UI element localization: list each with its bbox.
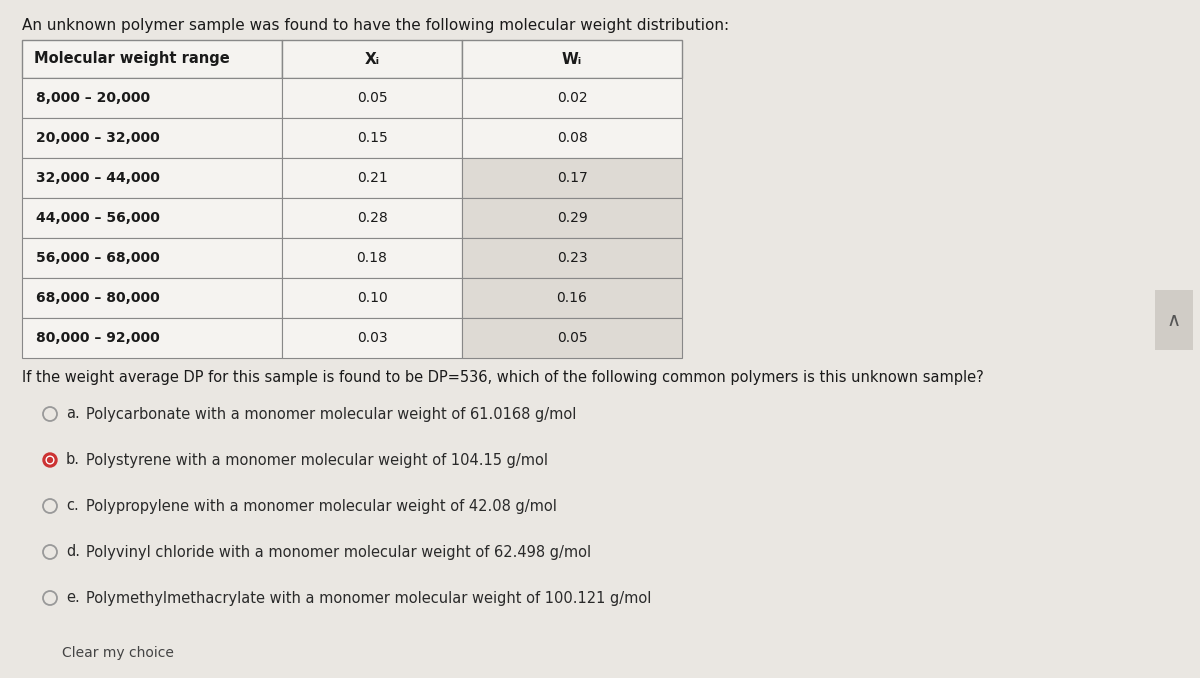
Bar: [462, 318, 682, 358]
Text: 0.23: 0.23: [557, 251, 587, 265]
Text: 56,000 – 68,000: 56,000 – 68,000: [36, 251, 160, 265]
Text: Polyvinyl chloride with a monomer molecular weight of 62.498 g/mol: Polyvinyl chloride with a monomer molecu…: [86, 544, 592, 559]
Text: 0.05: 0.05: [356, 91, 388, 105]
Bar: [282, 158, 462, 198]
Text: If the weight average DP for this sample is found to be DP=536, which of the fol: If the weight average DP for this sample…: [22, 370, 984, 385]
Text: 0.16: 0.16: [557, 291, 588, 305]
Text: 0.18: 0.18: [356, 251, 388, 265]
Bar: [462, 198, 682, 238]
Bar: [282, 78, 462, 118]
Text: Polypropylene with a monomer molecular weight of 42.08 g/mol: Polypropylene with a monomer molecular w…: [86, 498, 557, 513]
Text: 0.08: 0.08: [557, 131, 587, 145]
Bar: [462, 78, 682, 118]
Bar: [462, 238, 682, 278]
Text: Polymethylmethacrylate with a monomer molecular weight of 100.121 g/mol: Polymethylmethacrylate with a monomer mo…: [86, 591, 652, 605]
Text: b.: b.: [66, 452, 80, 468]
Bar: [22, 318, 282, 358]
Bar: [282, 40, 462, 78]
Bar: [282, 238, 462, 278]
Bar: [22, 78, 282, 118]
Text: 0.28: 0.28: [356, 211, 388, 225]
Bar: [282, 198, 462, 238]
Circle shape: [48, 458, 53, 462]
Bar: [462, 118, 682, 158]
Text: Clear my choice: Clear my choice: [62, 646, 174, 660]
Text: c.: c.: [66, 498, 79, 513]
Bar: [22, 278, 282, 318]
Text: a.: a.: [66, 407, 79, 422]
Text: 0.10: 0.10: [356, 291, 388, 305]
Bar: [462, 40, 682, 78]
Text: 80,000 – 92,000: 80,000 – 92,000: [36, 331, 160, 345]
Text: An unknown polymer sample was found to have the following molecular weight distr: An unknown polymer sample was found to h…: [22, 18, 730, 33]
Text: e.: e.: [66, 591, 79, 605]
Text: 8,000 – 20,000: 8,000 – 20,000: [36, 91, 150, 105]
Bar: [22, 158, 282, 198]
Bar: [22, 198, 282, 238]
Text: 0.21: 0.21: [356, 171, 388, 185]
Text: 32,000 – 44,000: 32,000 – 44,000: [36, 171, 160, 185]
Bar: [22, 40, 282, 78]
Bar: [1154, 290, 1193, 350]
Text: 0.05: 0.05: [557, 331, 587, 345]
Text: Polycarbonate with a monomer molecular weight of 61.0168 g/mol: Polycarbonate with a monomer molecular w…: [86, 407, 576, 422]
Text: Molecular weight range: Molecular weight range: [34, 52, 229, 66]
Text: Xᵢ: Xᵢ: [365, 52, 379, 66]
Text: 0.29: 0.29: [557, 211, 587, 225]
Bar: [462, 278, 682, 318]
Text: 0.03: 0.03: [356, 331, 388, 345]
Text: 0.17: 0.17: [557, 171, 587, 185]
Bar: [282, 318, 462, 358]
Bar: [22, 118, 282, 158]
Bar: [282, 118, 462, 158]
Text: 68,000 – 80,000: 68,000 – 80,000: [36, 291, 160, 305]
Circle shape: [43, 453, 58, 467]
Text: 0.15: 0.15: [356, 131, 388, 145]
Text: 20,000 – 32,000: 20,000 – 32,000: [36, 131, 160, 145]
Bar: [462, 158, 682, 198]
Text: Polystyrene with a monomer molecular weight of 104.15 g/mol: Polystyrene with a monomer molecular wei…: [86, 452, 548, 468]
Bar: [282, 278, 462, 318]
Text: 0.02: 0.02: [557, 91, 587, 105]
Bar: [22, 238, 282, 278]
Circle shape: [46, 456, 54, 464]
Text: 44,000 – 56,000: 44,000 – 56,000: [36, 211, 160, 225]
Text: ∧: ∧: [1166, 311, 1181, 330]
Text: d.: d.: [66, 544, 80, 559]
Text: Wᵢ: Wᵢ: [562, 52, 582, 66]
